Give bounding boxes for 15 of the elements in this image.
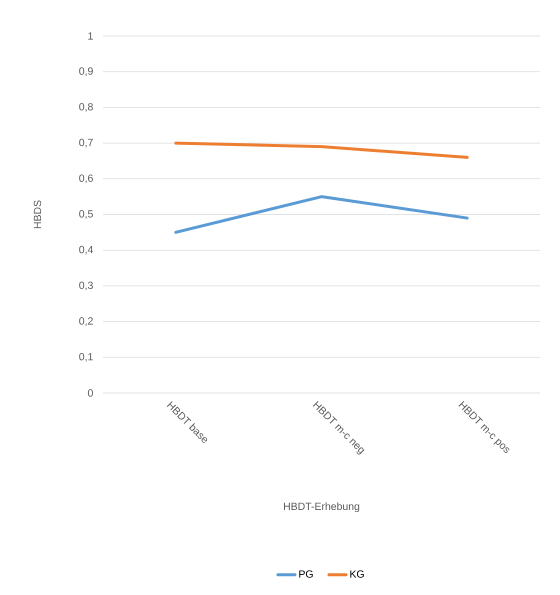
legend-label: PG xyxy=(299,570,313,578)
y-tick-label: 0,5 xyxy=(79,210,93,219)
y-tick-label: 0,9 xyxy=(79,67,93,76)
y-tick-label: 0 xyxy=(88,389,93,397)
legend-label: KG xyxy=(350,570,364,578)
y-tick-label: 0,6 xyxy=(79,174,93,184)
y-tick-label: 1 xyxy=(88,32,93,40)
y-tick-label: 0,4 xyxy=(79,246,94,255)
y-tick-label: 0,2 xyxy=(79,317,93,326)
x-axis-title: HBDT-Erhebung xyxy=(284,502,360,512)
y-axis-title: HBDS xyxy=(34,200,42,228)
y-tick-label: 0,1 xyxy=(79,352,93,362)
y-tick-label: 0,3 xyxy=(79,282,93,290)
y-tick-label: 0,8 xyxy=(79,103,93,112)
y-tick-label: 0,7 xyxy=(79,138,93,148)
